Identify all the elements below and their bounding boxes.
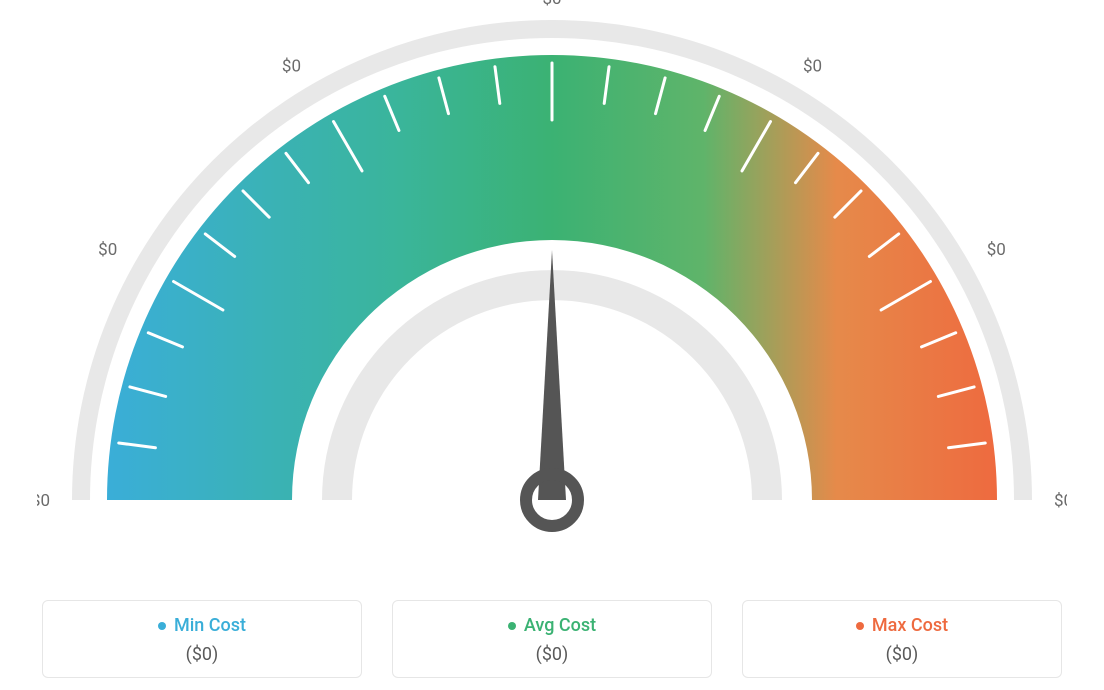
legend-value-avg: ($0) — [403, 644, 701, 665]
gauge-tick-label: $0 — [803, 56, 822, 76]
legend-top: Min Cost — [53, 615, 351, 636]
gauge-tick-label: $0 — [542, 0, 561, 9]
gauge-tick-label: $0 — [282, 56, 301, 76]
gauge-svg: $0 $0 $0 $0 $0 $0 $0 — [37, 0, 1067, 560]
legend-label-avg: Avg Cost — [524, 615, 596, 636]
gauge-tick-label: $0 — [987, 240, 1006, 260]
legend-label-max: Max Cost — [872, 615, 948, 636]
legend-card-min: Min Cost ($0) — [42, 600, 362, 678]
legend-card-max: Max Cost ($0) — [742, 600, 1062, 678]
gauge-tick-label: $0 — [98, 240, 117, 260]
legend-card-avg: Avg Cost ($0) — [392, 600, 712, 678]
legend-value-max: ($0) — [753, 644, 1051, 665]
legend-label-min: Min Cost — [174, 615, 246, 636]
gauge-chart: $0 $0 $0 $0 $0 $0 $0 — [37, 0, 1067, 560]
legend-top: Max Cost — [753, 615, 1051, 636]
legend-dot-avg — [508, 622, 516, 630]
legend-dot-min — [158, 622, 166, 630]
legend-dot-max — [856, 622, 864, 630]
cost-gauge-widget: $0 $0 $0 $0 $0 $0 $0 Min Cost ($0) Avg Cost ($… — [0, 0, 1104, 690]
gauge-tick-label: $0 — [1054, 491, 1067, 511]
gauge-tick-label: $0 — [37, 491, 50, 511]
legend-row: Min Cost ($0) Avg Cost ($0) Max Cost ($0… — [0, 600, 1104, 678]
legend-top: Avg Cost — [403, 615, 701, 636]
legend-value-min: ($0) — [53, 644, 351, 665]
